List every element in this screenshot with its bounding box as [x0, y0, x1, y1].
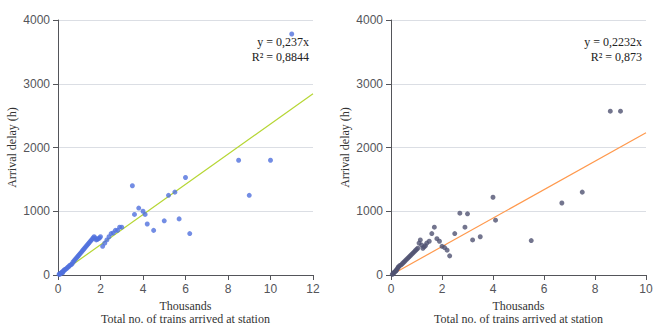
svg-text:Arrival delay (h): Arrival delay (h) — [5, 107, 19, 188]
svg-text:4000: 4000 — [356, 13, 383, 27]
svg-text:0: 0 — [43, 268, 50, 282]
svg-text:Thousands: Thousands — [493, 299, 545, 313]
svg-text:Thousands: Thousands — [160, 299, 212, 313]
svg-text:3000: 3000 — [356, 77, 383, 91]
svg-text:4: 4 — [140, 282, 147, 296]
svg-text:1000: 1000 — [23, 204, 50, 218]
svg-text:10: 10 — [639, 282, 653, 296]
svg-text:Total no. of trains arrived at: Total no. of trains arrived at station — [101, 312, 270, 326]
svg-text:4: 4 — [490, 282, 497, 296]
svg-text:2000: 2000 — [356, 141, 383, 155]
svg-text:10: 10 — [264, 282, 278, 296]
svg-text:2000: 2000 — [23, 141, 50, 155]
svg-text:2: 2 — [439, 282, 446, 296]
svg-text:0: 0 — [376, 268, 383, 282]
svg-text:1000: 1000 — [356, 204, 383, 218]
svg-text:R² = 0,873: R² = 0,873 — [591, 50, 642, 64]
svg-text:0: 0 — [388, 282, 395, 296]
svg-text:6: 6 — [541, 282, 548, 296]
svg-text:8: 8 — [225, 282, 232, 296]
svg-text:0: 0 — [55, 282, 62, 296]
svg-text:4000: 4000 — [23, 13, 50, 27]
svg-text:6: 6 — [182, 282, 189, 296]
svg-text:3000: 3000 — [23, 77, 50, 91]
svg-text:12: 12 — [306, 282, 320, 296]
svg-text:Total no. of trains arrived at: Total no. of trains arrived at station — [434, 312, 603, 326]
svg-text:Arrival delay (h): Arrival delay (h) — [338, 107, 352, 188]
svg-text:y = 0,237x: y = 0,237x — [257, 35, 309, 49]
svg-text:R² = 0,8844: R² = 0,8844 — [252, 50, 309, 64]
svg-text:y = 0,2232x: y = 0,2232x — [584, 35, 642, 49]
svg-text:8: 8 — [592, 282, 599, 296]
svg-text:2: 2 — [97, 282, 104, 296]
